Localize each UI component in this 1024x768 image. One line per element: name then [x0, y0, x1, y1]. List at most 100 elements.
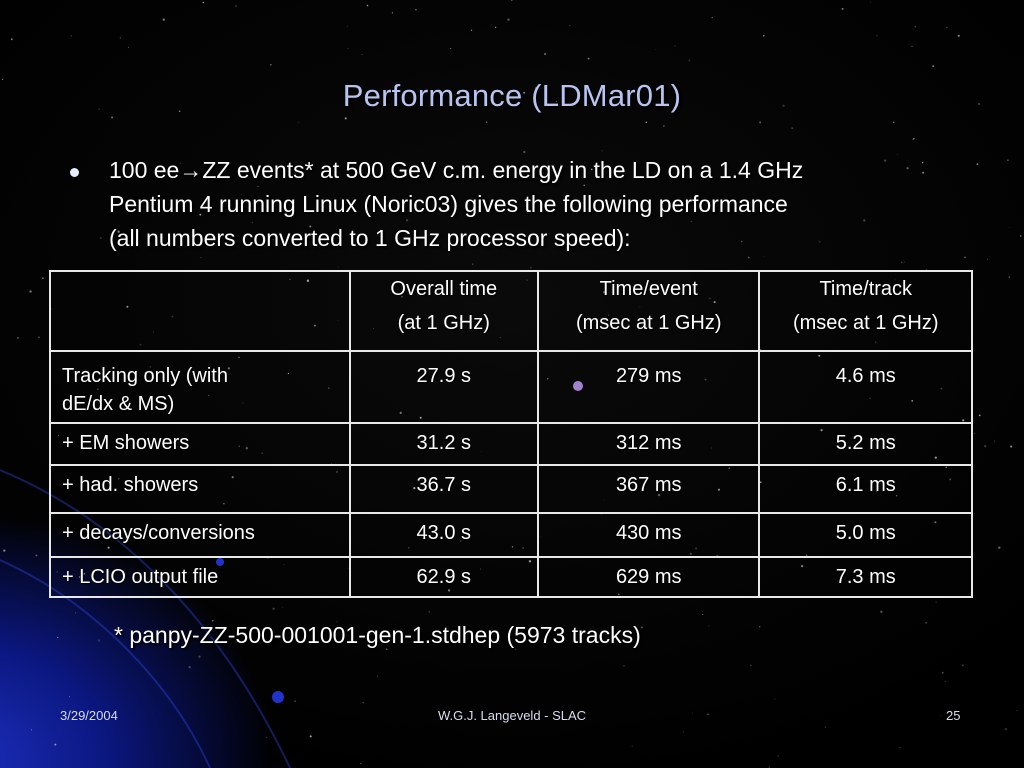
star: [978, 414, 981, 417]
star: [901, 261, 903, 263]
star: [763, 256, 765, 258]
star: [252, 221, 254, 224]
star: [257, 185, 259, 188]
star: [555, 100, 557, 102]
star: [75, 612, 77, 614]
star: [530, 267, 532, 269]
cell-overall: 36.7 s: [348, 464, 540, 514]
star: [391, 12, 394, 14]
cell-track: 7.3 ms: [758, 556, 973, 598]
table-row: + EM showers 31.2 s 312 ms 5.2 ms: [49, 422, 973, 466]
star: [601, 150, 603, 152]
star: [913, 137, 915, 140]
star: [818, 240, 821, 243]
star: [362, 702, 364, 704]
star: [272, 607, 275, 610]
star: [914, 26, 916, 28]
star: [366, 4, 369, 7]
star: [623, 665, 625, 667]
star: [450, 47, 452, 50]
star: [179, 162, 181, 164]
star: [281, 606, 283, 608]
star: [117, 230, 120, 233]
star: [30, 729, 32, 731]
header-line: Time/track: [819, 278, 913, 300]
star: [590, 168, 593, 171]
footnote: * panpy-ZZ-500-001001-gen-1.stdhep (5973…: [114, 622, 641, 648]
star: [69, 696, 71, 698]
star: [534, 87, 537, 89]
star: [791, 127, 794, 130]
star: [778, 161, 780, 163]
star: [994, 440, 996, 442]
star: [1019, 235, 1022, 237]
star: [1008, 276, 1010, 278]
star: [578, 199, 580, 201]
star: [750, 664, 752, 666]
star: [309, 225, 312, 228]
cell-event: 312 ms: [536, 422, 761, 466]
table-row: + LCIO output file 62.9 s 629 ms 7.3 ms: [49, 556, 973, 598]
star: [747, 256, 750, 259]
star: [162, 18, 165, 21]
header-cell-overall-time: Overall time (at 1 GHz): [348, 270, 540, 352]
star: [911, 45, 913, 48]
star: [490, 24, 492, 26]
star: [35, 554, 38, 557]
bullet-dot-icon: [70, 168, 79, 177]
star: [543, 53, 547, 56]
star: [688, 59, 691, 62]
star: [100, 237, 102, 239]
star: [987, 258, 989, 260]
star: [347, 47, 349, 50]
star: [42, 277, 44, 279]
star: [978, 103, 980, 105]
star: [876, 35, 878, 37]
star: [523, 91, 526, 94]
row-label: + had. showers: [49, 464, 351, 514]
header-line: Overall time: [390, 278, 498, 300]
star: [361, 54, 363, 55]
star: [904, 261, 906, 263]
star: [870, 1, 872, 3]
header-line: (msec at 1 GHz): [575, 312, 722, 334]
star: [98, 108, 100, 110]
star: [54, 743, 57, 746]
star: [417, 626, 419, 628]
star: [1008, 227, 1010, 228]
bullet-line: 100 ee→ZZ events* at 500 GeV c.m. energy…: [109, 157, 804, 183]
star: [925, 268, 928, 271]
table-row: + had. showers 36.7 s 367 ms 6.1 ms: [49, 464, 973, 514]
star: [974, 433, 976, 435]
star: [984, 444, 987, 448]
star: [97, 639, 101, 642]
star: [690, 220, 692, 222]
star: [740, 240, 743, 243]
star: [569, 25, 571, 27]
star: [309, 735, 312, 738]
cell-track: 4.6 ms: [758, 350, 973, 424]
star: [946, 26, 948, 28]
star: [188, 666, 191, 669]
star: [631, 745, 633, 747]
star: [863, 219, 866, 222]
star: [774, 698, 776, 700]
star: [1007, 159, 1009, 161]
star: [377, 675, 378, 677]
star: [211, 619, 214, 622]
slide-title: Performance (LDMar01): [342, 78, 682, 113]
cell-track: 6.1 ms: [758, 464, 973, 514]
star: [428, 611, 430, 613]
star: [711, 16, 713, 19]
planet-dot: [272, 691, 284, 703]
star: [702, 614, 704, 615]
header-cell-empty: [49, 270, 351, 352]
star: [896, 154, 898, 156]
star: [510, 0, 513, 1]
star: [111, 116, 114, 119]
star: [692, 712, 693, 714]
star: [17, 337, 19, 339]
star: [707, 713, 709, 716]
cell-overall: 31.2 s: [348, 422, 540, 466]
star: [777, 755, 779, 757]
